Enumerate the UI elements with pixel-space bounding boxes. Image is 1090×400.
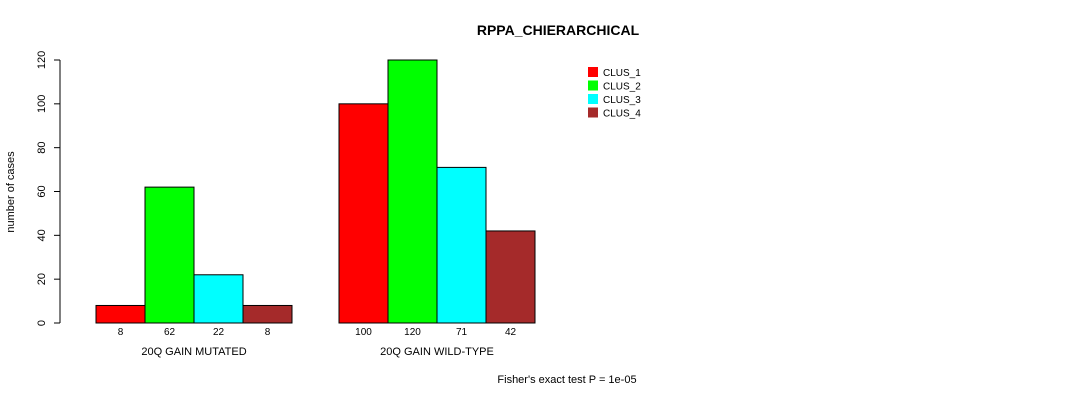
fisher-test-footnote: Fisher's exact test P = 1e-05 [497, 374, 636, 386]
group-label: 20Q GAIN MUTATED [141, 346, 246, 358]
y-tick-label: 80 [36, 142, 48, 154]
bar-clus-2-group-1 [144, 186, 195, 324]
chart-title: RPPA_CHIERARCHICAL [477, 22, 640, 38]
bar-clus-1-group-1 [95, 304, 146, 324]
legend-swatch-clus-3 [588, 94, 598, 104]
y-axis: 0 20 40 60 80 100 120 [36, 51, 61, 326]
legend-swatch-clus-2 [588, 80, 598, 91]
bar-value-label: 62 [164, 327, 176, 338]
legend-swatch-clus-4 [588, 107, 598, 118]
bar-value-label: 120 [404, 327, 421, 338]
legend-swatch-clus-1 [588, 67, 598, 77]
bar-value-label: 71 [456, 327, 468, 338]
bar-clus-4-group-2 [485, 230, 536, 324]
legend-label: CLUS_2 [603, 82, 641, 93]
bar-value-label: 100 [355, 327, 372, 338]
bar-clus-3-group-2 [436, 166, 487, 324]
bar-clus-4-group-1 [242, 304, 293, 324]
y-tick-label: 0 [36, 320, 48, 326]
bar-value-label: 8 [265, 327, 271, 338]
y-tick-label: 20 [36, 273, 48, 285]
y-tick-label: 120 [36, 51, 48, 69]
bar-clus-1-group-2 [338, 103, 389, 324]
legend-label: CLUS_3 [603, 95, 641, 106]
bar-value-label: 8 [118, 327, 124, 338]
bar-value-label: 22 [213, 327, 225, 338]
y-tick-label: 60 [36, 185, 48, 197]
legend-label: CLUS_1 [603, 68, 641, 79]
y-axis-label: number of cases [5, 151, 17, 233]
y-tick-label: 40 [36, 229, 48, 241]
bar-value-labels: 8 62 22 8 100 120 71 42 [118, 327, 517, 338]
group-labels: 20Q GAIN MUTATED 20Q GAIN WILD-TYPE [141, 346, 494, 358]
legend: CLUS_1 CLUS_2 CLUS_3 CLUS_4 [588, 67, 641, 120]
legend-label: CLUS_4 [603, 109, 641, 120]
bar-value-label: 42 [505, 327, 517, 338]
y-tick-label: 100 [36, 95, 48, 113]
group-label: 20Q GAIN WILD-TYPE [380, 346, 494, 358]
bar-clus-2-group-2 [387, 59, 438, 324]
bars [95, 59, 536, 324]
bar-clus-3-group-1 [193, 274, 244, 324]
